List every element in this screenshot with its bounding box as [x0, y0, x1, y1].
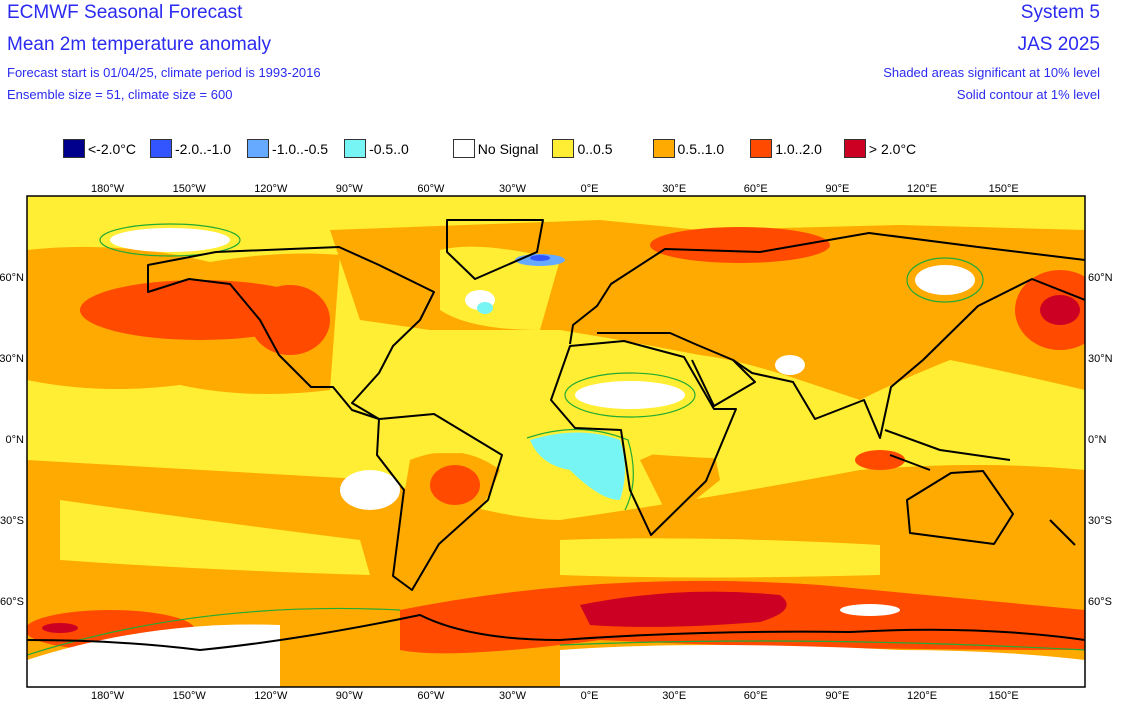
- legend-swatch: [247, 139, 270, 158]
- legend-item: 0..0.5: [552, 139, 613, 158]
- lon-tick-label: 60°E: [743, 183, 768, 195]
- legend-swatch: [63, 139, 85, 158]
- lat-tick-label-left: 30°S: [0, 515, 24, 527]
- legend-item: No Signal: [452, 139, 539, 158]
- legend-swatch: [652, 139, 675, 158]
- lat-tick-label-right: 60°S: [1088, 596, 1112, 608]
- anomaly-0-0.5: [27, 246, 1085, 578]
- legend-swatch: [552, 139, 575, 158]
- lon-tick-label: 90°E: [825, 183, 850, 195]
- significance-contours: [27, 223, 1085, 656]
- legend-item: <-2.0°C: [63, 139, 136, 158]
- lat-tick-label-left: 60°S: [0, 596, 24, 608]
- anomaly-above-2.0: [42, 295, 1080, 633]
- forecast-info: Forecast start is 01/04/25, climate peri…: [7, 65, 321, 80]
- legend: <-2.0°C -2.0..-1.0 -1.0..-0.5 -0.5..0 No Sig…: [63, 139, 930, 158]
- lon-tick-label: 60°W: [417, 690, 445, 702]
- legend-swatch: [843, 139, 866, 158]
- legend-label: -0.5..0: [369, 140, 409, 157]
- lon-tick-label: 0°E: [580, 183, 599, 195]
- lon-tick-label: 0°E: [580, 690, 599, 702]
- lon-tick-label: 30°E: [662, 183, 687, 195]
- legend-label: No Signal: [477, 140, 539, 157]
- chart-title: ECMWF Seasonal Forecast: [7, 2, 243, 23]
- legend-swatch: [452, 139, 475, 158]
- legend-swatch: [750, 139, 773, 158]
- lat-tick-label-left: 60°N: [0, 272, 24, 284]
- contour-note: Solid contour at 1% level: [956, 87, 1100, 102]
- legend-label: > 2.0°C: [868, 140, 917, 157]
- legend-label: -1.0..-0.5: [272, 140, 329, 157]
- lon-tick-label: 30°W: [499, 183, 527, 195]
- legend-swatch: [344, 139, 367, 158]
- lon-tick-label: 150°E: [988, 690, 1019, 702]
- ensemble-info: Ensemble size = 51, climate size = 600: [7, 87, 233, 102]
- legend-item: -1.0..-0.5: [247, 139, 328, 158]
- legend-label: -2.0..-1.0: [175, 140, 232, 157]
- lon-tick-label: 90°E: [825, 690, 850, 702]
- system-label: System 5: [1020, 2, 1100, 23]
- lon-tick-label: 120°W: [254, 690, 288, 702]
- lat-tick-label-right: 60°N: [1088, 272, 1113, 284]
- legend-item: -2.0..-1.0: [150, 139, 231, 158]
- lon-tick-label: 150°E: [988, 183, 1019, 195]
- lon-tick-label: 90°W: [335, 690, 363, 702]
- lon-tick-label: 120°E: [907, 183, 938, 195]
- lon-tick-label: 180°W: [91, 183, 125, 195]
- lon-tick-label: 60°E: [743, 690, 768, 702]
- lat-tick-label-right: 30°S: [1088, 515, 1112, 527]
- lon-tick-label: 90°W: [335, 183, 363, 195]
- lon-tick-label: 180°W: [91, 690, 125, 702]
- lat-tick-label-right: 30°N: [1088, 353, 1113, 365]
- lon-tick-label: 150°W: [172, 690, 206, 702]
- chart-subtitle: Mean 2m temperature anomaly: [7, 34, 272, 55]
- lon-tick-label: 150°W: [172, 183, 206, 195]
- legend-label: <-2.0°C: [88, 140, 137, 157]
- legend-label: 0..0.5: [577, 140, 613, 157]
- coastlines: [27, 219, 1085, 651]
- significance-note: Shaded areas significant at 10% level: [883, 65, 1100, 80]
- legend-label: 1.0..2.0: [775, 140, 822, 157]
- legend-item: 0.5..1.0: [652, 139, 725, 158]
- lon-tick-label: 60°W: [417, 183, 445, 195]
- legend-swatch: [150, 139, 173, 158]
- lat-tick-label-right: 0°N: [1088, 434, 1107, 446]
- season-label: JAS 2025: [1017, 34, 1100, 55]
- legend-item: -0.5..0: [344, 139, 409, 158]
- map-frame: [26, 195, 1086, 688]
- legend-item: > 2.0°C: [843, 139, 917, 158]
- legend-item: 1.0..2.0: [750, 139, 822, 158]
- lon-tick-label: 30°E: [662, 690, 687, 702]
- lon-tick-label: 120°W: [254, 183, 288, 195]
- lon-tick-label: 30°W: [499, 690, 527, 702]
- lat-tick-label-left: 30°N: [0, 353, 24, 365]
- lon-tick-label: 120°E: [907, 690, 938, 702]
- lat-tick-label-left: 0°N: [5, 434, 24, 446]
- legend-label: 0.5..1.0: [677, 140, 725, 157]
